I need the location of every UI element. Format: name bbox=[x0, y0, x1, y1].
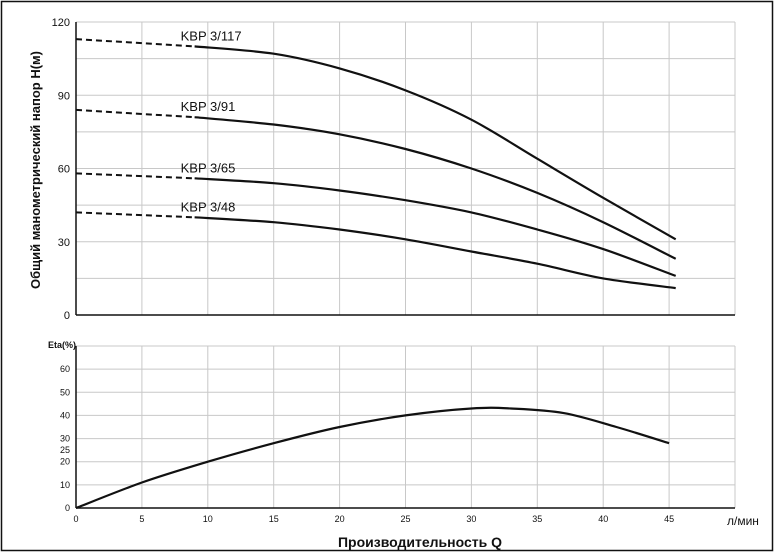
head-y-tick-label: 120 bbox=[52, 17, 70, 29]
flow-x-tick-label: 25 bbox=[400, 514, 410, 524]
flow-x-tick-label: 5 bbox=[139, 514, 144, 524]
head-series-label: KBP 3/65 bbox=[181, 160, 236, 175]
eta-curve-line bbox=[75, 406, 670, 510]
head-chart: 0 30 60 90 120 KBP 3/117 KBP 3/91 KBP 3/65 KBP 3… bbox=[52, 17, 736, 322]
flow-x-tick-label: 10 bbox=[203, 514, 213, 524]
flow-x-tick-label: 30 bbox=[466, 514, 476, 524]
head-y-tick-label: 30 bbox=[58, 237, 70, 249]
eta-y-tick-label: 25 bbox=[60, 445, 70, 455]
head-axis-label: Общий манометрический напор Н(м) bbox=[28, 51, 43, 289]
flow-x-tick-label: 40 bbox=[598, 514, 608, 524]
head-y-tick-label: 60 bbox=[58, 164, 70, 176]
head-series-label: KBP 3/117 bbox=[181, 28, 242, 43]
head-y-tick-label: 0 bbox=[64, 310, 70, 322]
flow-x-tick-label: 35 bbox=[532, 514, 542, 524]
flow-x-tick-label: 15 bbox=[269, 514, 279, 524]
head-curve-line bbox=[194, 177, 677, 277]
flow-x-tick-label: 20 bbox=[335, 514, 345, 524]
eta-axis-label: Eta(%) bbox=[48, 340, 76, 350]
eta-y-tick-label: 50 bbox=[60, 387, 70, 397]
head-curve-line bbox=[194, 116, 677, 260]
flow-axis-label: Производительность Q bbox=[338, 534, 502, 550]
head-curve-line bbox=[194, 216, 676, 290]
eta-y-tick-label: 60 bbox=[60, 364, 70, 374]
head-curve-line bbox=[194, 45, 677, 241]
eta-y-tick-label: 30 bbox=[60, 434, 70, 444]
eta-y-tick-label: 10 bbox=[60, 480, 70, 490]
flow-x-tick-label: 0 bbox=[73, 514, 78, 524]
head-y-tick-label: 90 bbox=[58, 90, 70, 102]
eta-y-tick-label: 20 bbox=[60, 457, 70, 467]
head-series-label: KBP 3/91 bbox=[181, 99, 236, 114]
flow-unit-label: л/мин bbox=[727, 514, 759, 528]
flow-x-tick-label: 45 bbox=[664, 514, 674, 524]
eta-y-tick-label: 40 bbox=[60, 410, 70, 420]
eta-y-tick-label: 0 bbox=[65, 503, 70, 513]
head-series-label: KBP 3/48 bbox=[181, 199, 236, 214]
